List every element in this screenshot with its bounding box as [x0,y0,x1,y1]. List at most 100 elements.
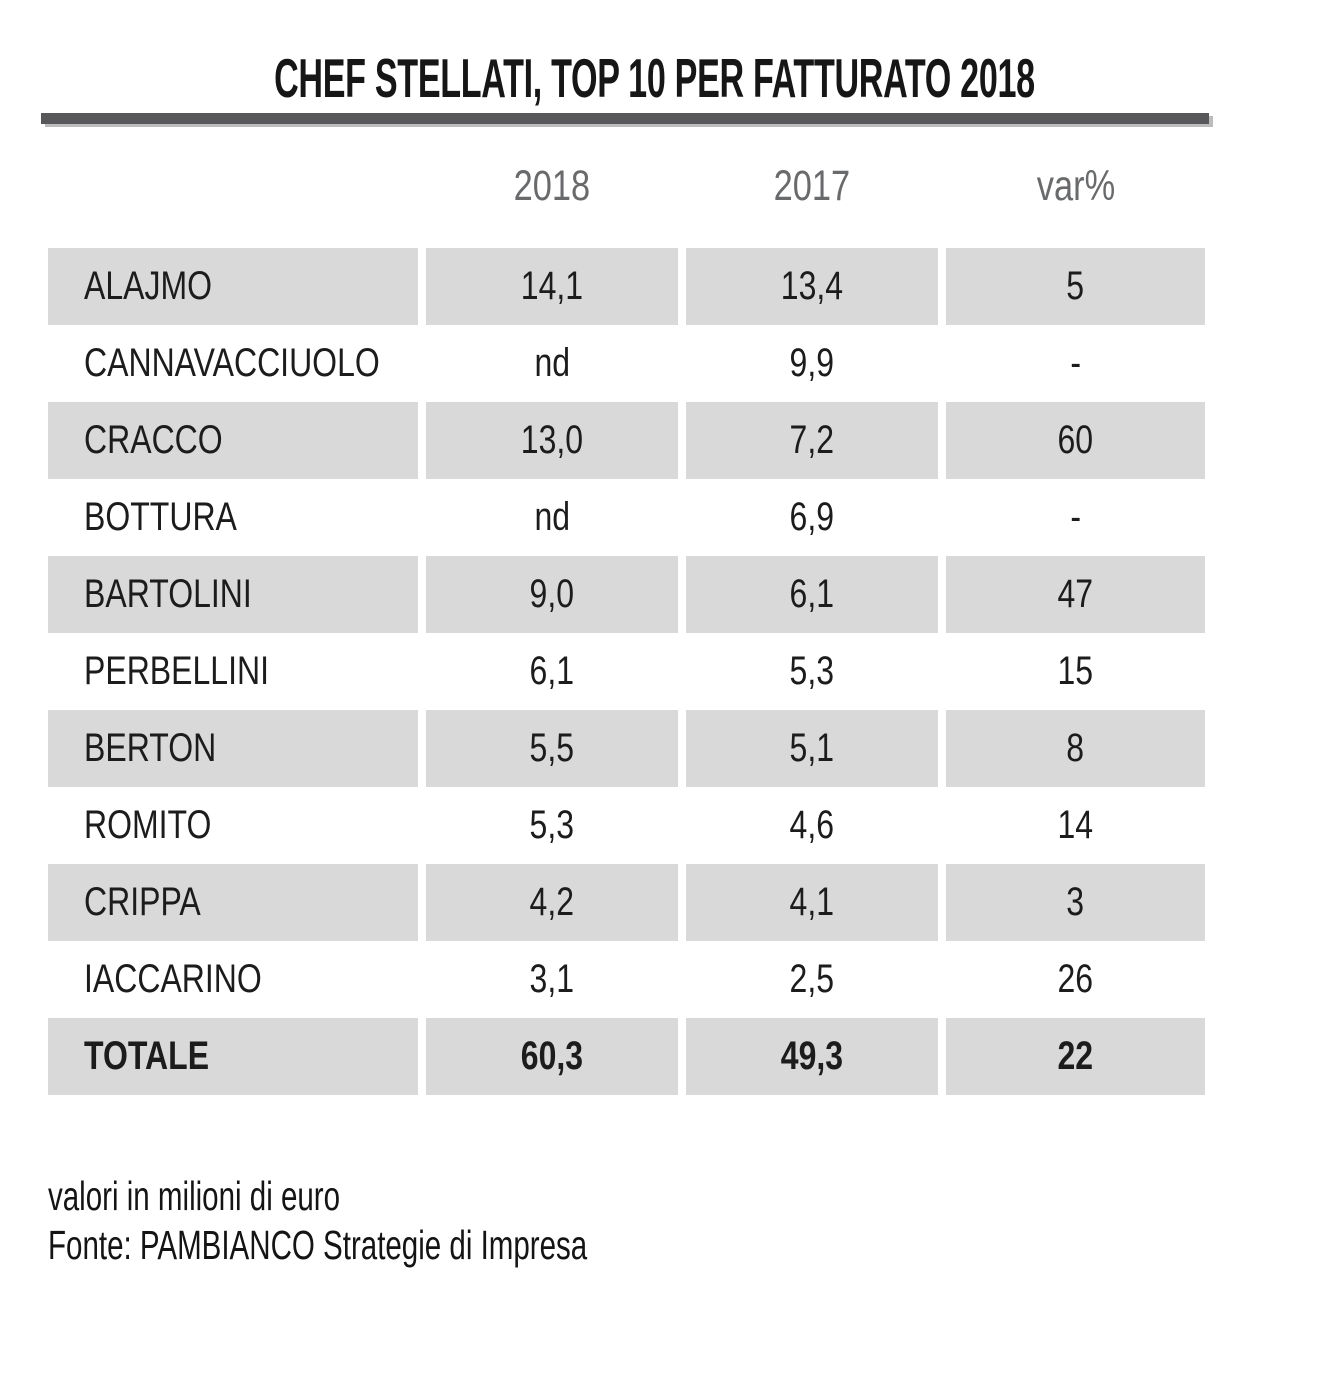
cell-text: 5,3 [529,803,575,847]
cell-text: 49,3 [780,1034,844,1078]
value-cell: 13,0 [426,402,678,479]
chef-name-cell: PERBELLINI [48,633,418,710]
cell-text: 5 [1066,264,1085,308]
value-cell: 26 [946,941,1205,1018]
cell-text: - [1070,341,1081,385]
value-cell: 5,3 [686,633,938,710]
column-header-2018-text: 2018 [513,161,591,210]
chef-name-cell: BARTOLINI [48,556,418,633]
cell-text: 22 [1057,1034,1094,1078]
cell-text: BARTOLINI [84,572,252,616]
cell-text: 3 [1066,880,1085,924]
cell-text: 60,3 [520,1034,584,1078]
value-cell: 60,3 [426,1018,678,1095]
value-cell: 5,5 [426,710,678,787]
cell-text: nd [534,495,570,539]
chef-name-cell: CRACCO [48,402,418,479]
table-row: TOTALE 60,3 49,3 22 [48,1018,1205,1095]
cell-text: 13,0 [520,418,584,462]
cell-text: ROMITO [84,803,212,847]
chef-name-cell: CRIPPA [48,864,418,941]
cell-text: BOTTURA [84,495,237,539]
column-headers-row: 2018 2017 var% [48,156,1205,216]
cell-text: nd [534,341,570,385]
value-cell: 3 [946,864,1205,941]
value-cell: 6,1 [426,633,678,710]
value-cell: 14 [946,787,1205,864]
cell-text: 60 [1057,418,1094,462]
cell-text: 6,1 [789,572,835,616]
cell-text: TOTALE [84,1034,210,1078]
value-cell: 3,1 [426,941,678,1018]
table-row: PERBELLINI 6,1 5,3 15 [48,633,1205,710]
value-cell: 5 [946,248,1205,325]
chef-name-cell: BERTON [48,710,418,787]
column-header-var: var% [946,162,1205,211]
page-title-text: CHEF STELLATI, TOP 10 PER FATTURATO 2018 [274,47,1035,109]
chef-name-cell: ROMITO [48,787,418,864]
value-cell: 14,1 [426,248,678,325]
value-cell: 6,1 [686,556,938,633]
chef-name-cell: BOTTURA [48,479,418,556]
cell-text: 2,5 [789,957,835,1001]
cell-text: 7,2 [789,418,835,462]
cell-text: 5,1 [789,726,835,770]
table-row: BARTOLINI 9,0 6,1 47 [48,556,1205,633]
cell-text: ALAJMO [84,264,213,308]
cell-text: 9,0 [529,572,575,616]
footnote-units-text: valori in milioni di euro [48,1173,341,1219]
cell-text: 8 [1066,726,1085,770]
value-cell: - [946,325,1205,402]
value-cell: 2,5 [686,941,938,1018]
table-row: ROMITO 5,3 4,6 14 [48,787,1205,864]
value-cell: 13,4 [686,248,938,325]
value-cell: 22 [946,1018,1205,1095]
value-cell: 5,3 [426,787,678,864]
value-cell: - [946,479,1205,556]
column-header-2018: 2018 [426,162,678,211]
value-cell: 4,1 [686,864,938,941]
cell-text: 4,1 [789,880,835,924]
cell-text: 9,9 [789,341,835,385]
column-header-var-text: var% [1036,161,1115,210]
value-cell: 9,9 [686,325,938,402]
cell-text: CRIPPA [84,880,201,924]
value-cell: 4,2 [426,864,678,941]
cell-text: 15 [1057,649,1094,693]
table-row: CANNAVACCIUOLO nd 9,9 - [48,325,1205,402]
cell-text: 5,3 [789,649,835,693]
cell-text: 4,6 [789,803,835,847]
cell-text: PERBELLINI [84,649,269,693]
cell-text: CANNAVACCIUOLO [84,341,380,385]
footnote-source-text: Fonte: PAMBIANCO Strategie di Impresa [48,1222,588,1268]
cell-text: 5,5 [529,726,575,770]
cell-text: - [1070,495,1081,539]
chef-name-cell: CANNAVACCIUOLO [48,325,418,402]
data-table: ALAJMO 14,1 13,4 5 CANNAVACCIUOLO nd 9,9 - CRACC… [48,248,1205,1095]
cell-text: BERTON [84,726,217,770]
cell-text: 4,2 [529,880,575,924]
value-cell: 8 [946,710,1205,787]
column-header-2017-text: 2017 [773,161,851,210]
chef-name-cell: TOTALE [48,1018,418,1095]
cell-text: 13,4 [780,264,844,308]
value-cell: nd [426,479,678,556]
value-cell: 7,2 [686,402,938,479]
cell-text: 6,9 [789,495,835,539]
value-cell: 5,1 [686,710,938,787]
table-row: CRACCO 13,0 7,2 60 [48,402,1205,479]
chef-name-cell: IACCARINO [48,941,418,1018]
table-row: BERTON 5,5 5,1 8 [48,710,1205,787]
value-cell: 47 [946,556,1205,633]
value-cell: 15 [946,633,1205,710]
value-cell: nd [426,325,678,402]
value-cell: 49,3 [686,1018,938,1095]
value-cell: 60 [946,402,1205,479]
cell-text: 26 [1057,957,1094,1001]
footnotes: valori in milioni di euro Fonte: PAMBIAN… [48,1172,797,1270]
chef-name-cell: ALAJMO [48,248,418,325]
footnote-source: Fonte: PAMBIANCO Strategie di Impresa [48,1221,797,1270]
title-divider-bar [41,113,1209,124]
cell-text: 3,1 [529,957,575,1001]
